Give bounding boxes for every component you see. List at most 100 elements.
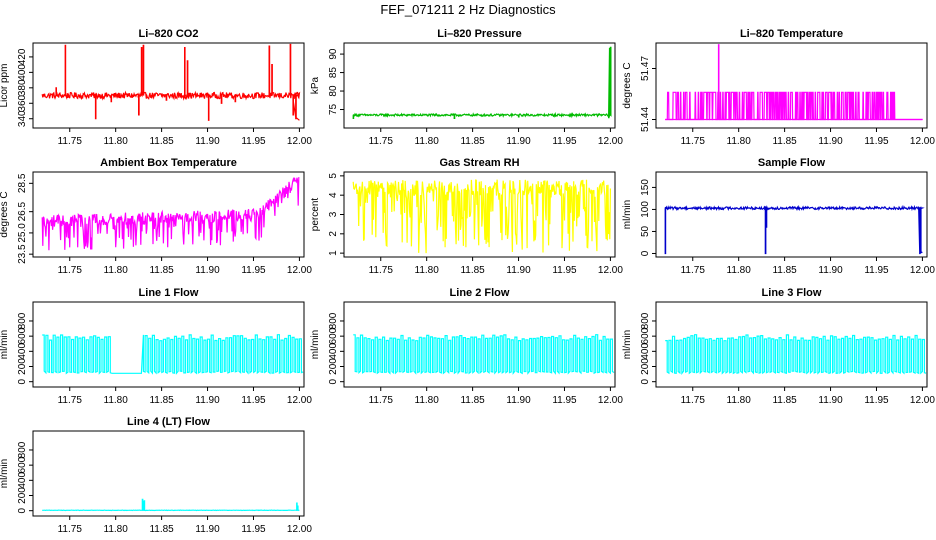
y-axis-label: ml/min [0, 330, 10, 359]
y-tick-label: 340 [17, 110, 28, 127]
x-tick-label: 11.90 [195, 265, 220, 276]
y-tick-label: 600 [328, 327, 339, 344]
y-tick-label: 0 [640, 250, 651, 256]
x-tick-label: 11.75 [369, 265, 394, 276]
panel-title: Ambient Box Temperature [100, 157, 237, 169]
x-tick-label: 11.80 [727, 136, 752, 147]
panel-title: Line 1 Flow [139, 287, 199, 299]
panel-line4: Line 4 (LT) Flow ml/min 11.75 11.80 11.85 11.… [0, 416, 312, 535]
y-tick-label: 75 [328, 104, 339, 116]
x-tick-label: 11.75 [369, 136, 394, 147]
panel-title: Sample Flow [758, 157, 826, 169]
x-tick-label: 11.75 [681, 265, 706, 276]
x-tick-label: 11.95 [552, 265, 577, 276]
x-tick-label: 11.75 [681, 395, 706, 406]
y-tick-label: 0 [328, 378, 339, 384]
x-tick-label: 12.00 [287, 395, 312, 406]
x-tick-label: 11.90 [506, 265, 531, 276]
y-tick-label: 51.44 [640, 107, 651, 132]
y-tick-label: 100 [640, 201, 651, 218]
y-tick-label: 3 [328, 211, 339, 217]
panel-title: Line 4 (LT) Flow [127, 416, 210, 428]
y-tick-label: 1 [328, 250, 339, 256]
y-tick-label: 800 [17, 441, 28, 458]
panel-co2: Li–820 CO2 Licor ppm 11.75 11.80 11.85 11.90 1… [0, 28, 312, 147]
x-tick-label: 11.80 [415, 265, 440, 276]
x-tick-label: 11.85 [772, 136, 797, 147]
x-tick-label: 11.85 [149, 136, 174, 147]
x-tick-label: 11.80 [104, 524, 129, 535]
x-tick-label: 11.95 [241, 524, 266, 535]
y-tick-label: 600 [640, 327, 651, 344]
y-tick-label: 200 [17, 358, 28, 375]
y-tick-label: 400 [640, 343, 651, 360]
y-tick-label: 5 [328, 173, 339, 179]
plot-frame [32, 42, 305, 129]
y-tick-label: 28.5 [17, 173, 28, 193]
x-tick-label: 11.90 [818, 265, 843, 276]
series-line [664, 204, 925, 255]
y-tick-label: 23.5 [17, 244, 28, 264]
x-tick-label: 11.90 [195, 136, 220, 147]
x-tick-label: 11.75 [369, 395, 394, 406]
x-tick-label: 11.85 [460, 395, 485, 406]
x-tick-label: 11.95 [241, 395, 266, 406]
x-tick-label: 11.90 [506, 395, 531, 406]
x-tick-label: 11.75 [58, 136, 83, 147]
y-tick-label: 200 [17, 487, 28, 504]
x-tick-label: 11.85 [460, 136, 485, 147]
y-tick-label: 800 [17, 312, 28, 329]
y-tick-label: 400 [17, 64, 28, 81]
y-tick-label: 80 [328, 85, 339, 97]
x-tick-label: 11.95 [552, 136, 577, 147]
panel-ambient: Ambient Box Temperature degrees C 11.75 11.… [0, 157, 312, 276]
y-tick-label: 400 [17, 343, 28, 360]
y-tick-label: 4 [328, 192, 339, 198]
series-line [42, 334, 304, 375]
y-axis-label: Licor ppm [0, 64, 10, 108]
y-tick-label: 200 [640, 358, 651, 375]
x-tick-label: 12.00 [910, 136, 935, 147]
panel-line2: Line 2 Flow ml/min 11.75 11.80 11.85 11.90 11.… [310, 287, 623, 406]
panel-title: Gas Stream RH [439, 157, 519, 169]
x-tick-label: 11.80 [727, 395, 752, 406]
x-tick-label: 11.95 [241, 265, 266, 276]
plot-frame [343, 301, 616, 388]
y-tick-label: 50 [640, 225, 651, 237]
x-tick-label: 12.00 [287, 265, 312, 276]
x-tick-label: 12.00 [598, 395, 623, 406]
x-tick-label: 12.00 [598, 265, 623, 276]
series-line [665, 44, 923, 121]
plot-frame [655, 171, 928, 258]
x-tick-label: 11.85 [149, 395, 174, 406]
x-tick-label: 11.85 [460, 265, 485, 276]
x-tick-label: 11.95 [552, 395, 577, 406]
x-tick-label: 11.85 [149, 265, 174, 276]
x-tick-label: 11.80 [727, 265, 752, 276]
y-tick-label: 2 [328, 231, 339, 237]
plot-frame [655, 301, 928, 388]
y-tick-label: 800 [640, 312, 651, 329]
y-tick-label: 420 [17, 48, 28, 65]
y-tick-label: 400 [17, 472, 28, 489]
y-axis-label: degrees C [622, 62, 633, 108]
y-tick-label: 25.0 [17, 223, 28, 243]
series-line [352, 179, 611, 254]
x-tick-label: 11.80 [104, 136, 129, 147]
x-tick-label: 11.85 [149, 524, 174, 535]
panel-title: Line 2 Flow [450, 287, 510, 299]
y-tick-label: 0 [17, 507, 28, 513]
y-axis-label: ml/min [622, 330, 633, 359]
x-tick-label: 11.85 [772, 395, 797, 406]
x-tick-label: 11.85 [772, 265, 797, 276]
panel-sample: Sample Flow ml/min 11.75 11.80 11.85 11.90 11.… [622, 157, 935, 276]
x-tick-label: 11.80 [415, 136, 440, 147]
panel-pressure: Li–820 Pressure kPa 11.75 11.80 11.85 11.90 11… [310, 28, 623, 147]
x-tick-label: 11.95 [864, 395, 889, 406]
y-tick-label: 600 [17, 456, 28, 473]
x-tick-label: 11.75 [681, 136, 706, 147]
x-tick-label: 11.90 [506, 136, 531, 147]
y-tick-label: 400 [328, 343, 339, 360]
plot-frame [32, 301, 305, 388]
y-tick-label: 85 [328, 67, 339, 79]
